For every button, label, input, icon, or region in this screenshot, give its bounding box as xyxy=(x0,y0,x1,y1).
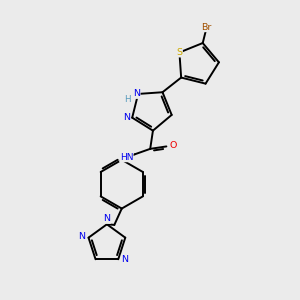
Text: Br: Br xyxy=(202,23,212,32)
Text: N: N xyxy=(103,214,110,224)
Text: N: N xyxy=(123,112,130,122)
Text: N: N xyxy=(121,255,128,264)
Text: N: N xyxy=(79,232,86,241)
Text: O: O xyxy=(169,141,176,150)
Text: HN: HN xyxy=(120,153,133,162)
Text: S: S xyxy=(176,48,182,57)
Text: H: H xyxy=(124,95,131,104)
Text: N: N xyxy=(133,89,140,98)
